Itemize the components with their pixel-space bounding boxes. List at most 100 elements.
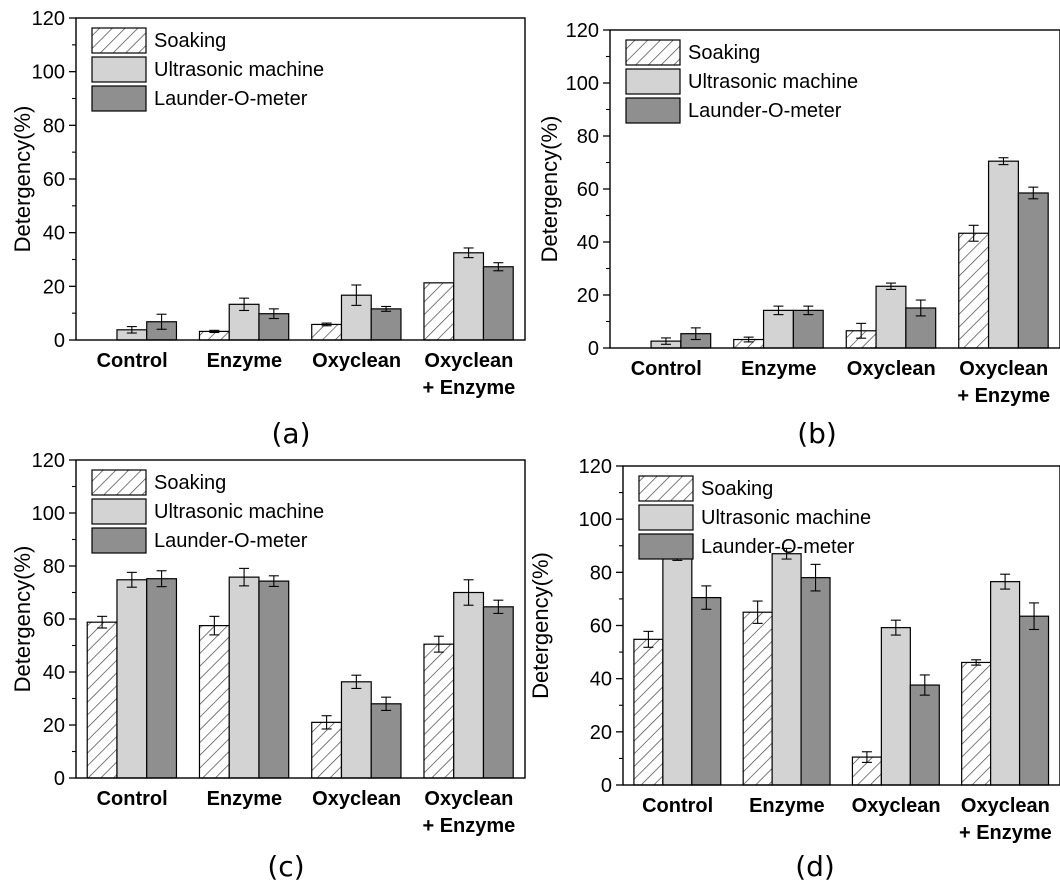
x-category-label: + Enzyme <box>959 822 1052 844</box>
legend-swatch <box>91 56 147 83</box>
plot-frame <box>75 17 526 341</box>
bar-soaking-3 <box>961 661 992 786</box>
y-tick-label: 80 <box>43 115 65 137</box>
y-tick-label: 20 <box>577 285 599 307</box>
error-bar <box>493 262 504 272</box>
y-tick-label: 40 <box>43 223 65 245</box>
bar-ultrasonic-machine-1 <box>762 309 794 349</box>
error-bar <box>919 674 930 696</box>
y-tick-label: 120 <box>32 8 65 30</box>
error-bar <box>268 308 279 320</box>
x-category-label: Enzyme <box>207 350 283 372</box>
error-bar <box>126 571 137 588</box>
bar-launder-o-meter-0 <box>146 578 178 779</box>
legend-label: Soaking <box>154 472 226 494</box>
error-bar <box>321 715 332 730</box>
error-bar <box>1000 573 1011 590</box>
error-bar <box>97 615 108 629</box>
bar-launder-o-meter-2 <box>370 308 402 341</box>
error-bar <box>381 305 392 312</box>
y-tick-label: 80 <box>43 556 65 578</box>
bar-soaking-3 <box>423 282 455 341</box>
error-bar <box>1029 602 1040 631</box>
legend-swatch <box>625 97 681 124</box>
bar-soaking-0 <box>86 621 118 779</box>
y-tick-label: 0 <box>54 330 65 352</box>
legend: Soaking Ultrasonic machine Launder-O-meter <box>91 469 324 554</box>
error-bar <box>660 337 671 345</box>
y-tick-label: 100 <box>32 62 65 84</box>
legend-label: Soaking <box>154 30 226 52</box>
error-bar <box>1028 186 1039 200</box>
y-tick-label: 60 <box>43 169 65 191</box>
bar-launder-o-meter-1 <box>258 313 290 341</box>
legend-swatch <box>625 39 681 66</box>
y-tick-label: 0 <box>54 768 65 790</box>
x-category-label: Control <box>97 350 168 372</box>
bar-launder-o-meter-3 <box>482 266 514 341</box>
y-tick-label: 120 <box>32 450 65 472</box>
bar-ultrasonic-machine-0 <box>116 579 148 779</box>
error-bar <box>463 247 474 259</box>
legend-label: Ultrasonic machine <box>688 71 858 93</box>
x-category-label: + Enzyme <box>422 377 515 399</box>
legend-swatch <box>91 498 147 525</box>
y-tick-label: 100 <box>566 73 599 95</box>
bar-launder-o-meter-1 <box>258 580 290 779</box>
x-category-label: Enzyme <box>749 795 825 817</box>
panel-label: (b) <box>797 417 837 450</box>
legend-label: Ultrasonic machine <box>154 501 324 523</box>
legend-swatch <box>638 475 694 502</box>
legend-swatch <box>91 527 147 554</box>
y-tick-label: 40 <box>577 232 599 254</box>
error-bar <box>743 336 754 343</box>
bar-soaking-3 <box>958 232 990 349</box>
error-bar <box>126 326 137 334</box>
y-tick-label: 20 <box>590 722 612 744</box>
bar-launder-o-meter-3 <box>482 606 514 779</box>
bar-launder-o-meter-2 <box>909 684 940 786</box>
error-bar <box>856 322 867 339</box>
error-bar <box>268 575 279 587</box>
legend-label: Launder-O-meter <box>154 530 308 552</box>
legend-swatch <box>91 27 147 54</box>
bar-ultrasonic-machine-3 <box>987 160 1019 349</box>
error-bar <box>209 329 220 334</box>
y-tick-label: 60 <box>590 616 612 638</box>
error-bar <box>351 284 362 306</box>
legend-swatch <box>91 469 147 496</box>
error-bar <box>381 696 392 711</box>
y-axis-label: Detergency(%) <box>10 106 35 253</box>
y-tick-label: 20 <box>43 276 65 298</box>
legend-label: Launder-O-meter <box>688 100 842 122</box>
plot-frame <box>622 465 1060 786</box>
y-tick-label: 60 <box>577 179 599 201</box>
y-tick-label: 40 <box>590 669 612 691</box>
error-bar <box>890 619 901 636</box>
bar-launder-o-meter-2 <box>370 703 402 779</box>
bar-soaking-1 <box>742 611 773 786</box>
bar-ultrasonic-machine-1 <box>228 576 260 779</box>
x-category-label: Oxyclean <box>424 788 513 810</box>
bar-ultrasonic-machine-2 <box>875 285 907 349</box>
y-tick-label: 20 <box>43 715 65 737</box>
bar-ultrasonic-machine-1 <box>771 553 802 786</box>
legend-label: Launder-O-meter <box>701 536 855 558</box>
error-bar <box>968 224 979 242</box>
bar-launder-o-meter-3 <box>1017 192 1049 349</box>
legend-label: Ultrasonic machine <box>701 507 871 529</box>
error-bar <box>643 630 654 648</box>
bar-launder-o-meter-0 <box>691 596 722 786</box>
x-category-label: + Enzyme <box>957 385 1050 407</box>
error-bar <box>493 599 504 614</box>
x-category-label: + Enzyme <box>422 815 515 837</box>
y-axis-label: Detergency(%) <box>528 552 553 699</box>
bar-soaking-2 <box>311 721 343 779</box>
x-category-label: Enzyme <box>741 358 817 380</box>
x-category-label: Oxyclean <box>961 795 1050 817</box>
bar-soaking-0 <box>633 638 664 786</box>
error-bar <box>781 547 792 560</box>
legend-label: Soaking <box>688 42 760 64</box>
chart-panel-a: 0 20 40 60 80 100 120 Detergency(%) Control Enzym… <box>10 8 526 450</box>
y-tick-label: 80 <box>590 562 612 584</box>
